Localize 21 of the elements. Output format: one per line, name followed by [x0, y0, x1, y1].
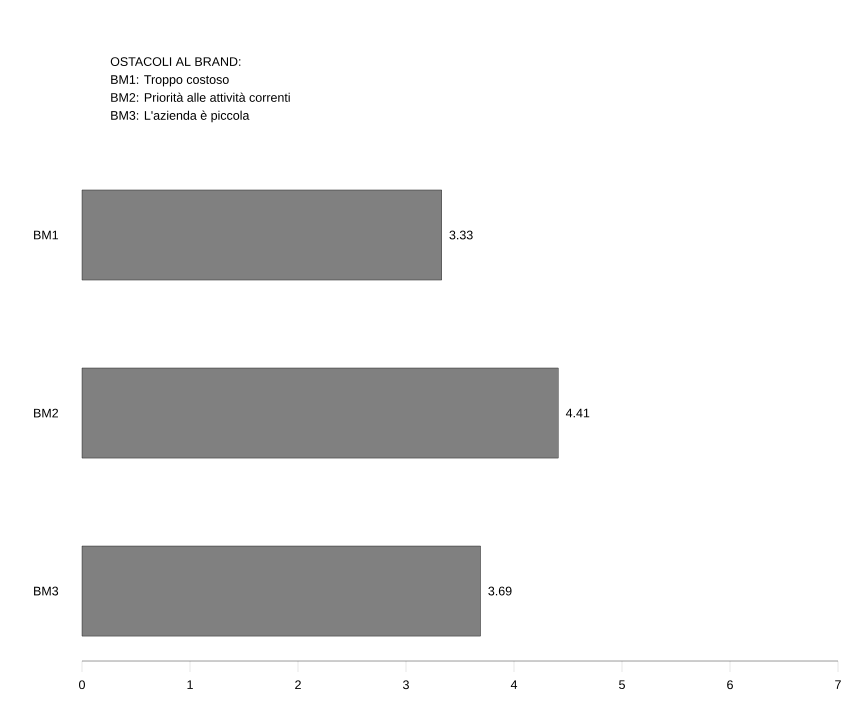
x-tick-label: 5: [619, 680, 625, 690]
text: BM1: Troppo costoso: [111, 75, 229, 86]
x-tick-label: 2: [295, 680, 301, 690]
x-tick-label: 6: [727, 680, 733, 690]
y-tick-label: BM1: [34, 230, 58, 240]
bar: [82, 190, 442, 280]
x-tick-label: 4: [510, 680, 518, 689]
y-tick-label: BM3: [34, 586, 58, 596]
text: BM2: Priorità alle attività correnti: [111, 92, 290, 102]
y-tick-label: BM2: [34, 408, 58, 418]
x-tick-label: 0: [79, 680, 85, 690]
bar: [82, 546, 481, 636]
x-tick-label: 3: [403, 680, 409, 690]
x-tick-label: 7: [835, 680, 841, 689]
bar: [82, 368, 558, 458]
x-tick-label: 1: [187, 680, 193, 689]
data-label: 4.41: [566, 408, 590, 418]
data-label: 3.33: [449, 230, 473, 240]
chart-title: OSTACOLI AL BRAND:: [110, 57, 240, 66]
text: BM3: L'azienda è piccola: [111, 110, 250, 122]
data-label: 3.69: [488, 586, 512, 596]
